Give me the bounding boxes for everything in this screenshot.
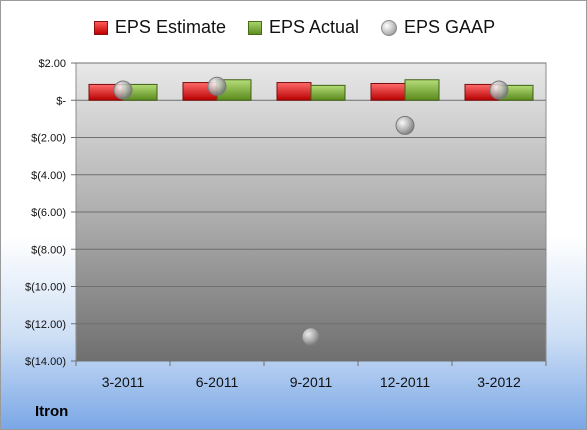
bar-eps-estimate: [276, 82, 312, 101]
x-tick-label: 9-2011: [290, 374, 333, 390]
legend-label-eps-actual: EPS Actual: [268, 17, 360, 37]
bar-eps-estimate: [370, 82, 406, 101]
y-tick-label: $(2.00): [31, 133, 66, 145]
company-name: Itron: [35, 403, 69, 420]
y-tick-label: $(6.00): [31, 207, 66, 219]
point-eps-gaap: [395, 115, 415, 135]
y-tick-label: $(8.00): [31, 244, 66, 256]
x-tick-label: 6-2011: [196, 374, 239, 390]
bar-eps-actual: [310, 84, 346, 101]
y-tick-label: $(12.00): [25, 319, 66, 331]
point-eps-gaap: [113, 80, 133, 100]
x-tick-label: 3-2012: [477, 374, 521, 390]
point-eps-gaap: [489, 80, 509, 100]
legend-label-eps-gaap: EPS GAAP: [404, 17, 496, 37]
point-eps-gaap: [301, 327, 321, 347]
y-tick-label: $(10.00): [25, 282, 66, 294]
point-eps-gaap: [207, 76, 227, 96]
y-tick-label: $(14.00): [25, 356, 66, 368]
legend-item-eps-actual: EPS Actual: [247, 17, 360, 38]
y-tick-label: $-: [56, 95, 66, 107]
legend-item-eps-gaap: EPS GAAP: [381, 17, 495, 38]
legend-swatch-eps-gaap: [381, 19, 398, 36]
x-tick-label: 12-2011: [380, 374, 431, 390]
bar-eps-actual: [404, 79, 440, 101]
x-tick-label: 3-2011: [102, 374, 145, 390]
legend: EPS Estimate EPS Actual EPS GAAP: [1, 17, 586, 38]
legend-item-eps-estimate: EPS Estimate: [93, 17, 226, 38]
legend-swatch-eps-actual: [247, 20, 262, 35]
y-tick-label: $2.00: [38, 58, 66, 70]
legend-label-eps-estimate: EPS Estimate: [114, 17, 226, 37]
legend-swatch-eps-estimate: [93, 20, 108, 35]
y-tick-label: $(4.00): [31, 170, 66, 182]
